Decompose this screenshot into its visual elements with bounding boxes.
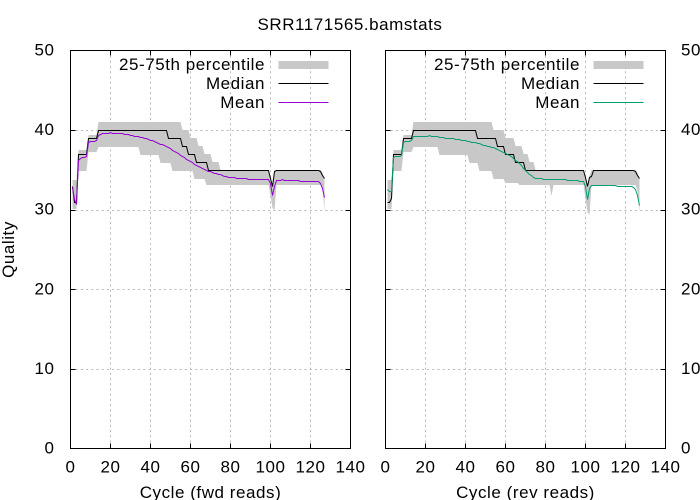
svg-text:40: 40 bbox=[34, 120, 54, 139]
svg-text:0: 0 bbox=[380, 458, 390, 477]
svg-text:Quality: Quality bbox=[0, 221, 18, 278]
svg-text:60: 60 bbox=[495, 458, 515, 477]
svg-text:50: 50 bbox=[681, 41, 700, 60]
svg-text:10: 10 bbox=[34, 359, 54, 378]
svg-text:Mean: Mean bbox=[220, 93, 265, 112]
svg-text:80: 80 bbox=[220, 458, 240, 477]
svg-text:0: 0 bbox=[681, 439, 691, 458]
svg-text:0: 0 bbox=[44, 439, 54, 458]
svg-text:20: 20 bbox=[100, 458, 120, 477]
svg-text:100: 100 bbox=[570, 458, 600, 477]
svg-text:100: 100 bbox=[255, 458, 285, 477]
svg-text:20: 20 bbox=[34, 279, 54, 298]
svg-text:0: 0 bbox=[65, 458, 75, 477]
svg-text:Cycle (rev reads): Cycle (rev reads) bbox=[456, 483, 595, 500]
svg-text:10: 10 bbox=[681, 359, 700, 378]
svg-text:50: 50 bbox=[34, 41, 54, 60]
svg-text:Median: Median bbox=[521, 74, 580, 93]
svg-text:120: 120 bbox=[610, 458, 640, 477]
svg-text:140: 140 bbox=[650, 458, 680, 477]
svg-text:40: 40 bbox=[455, 458, 475, 477]
svg-text:140: 140 bbox=[335, 458, 365, 477]
svg-text:30: 30 bbox=[34, 200, 54, 219]
svg-text:SRR1171565.bamstats: SRR1171565.bamstats bbox=[258, 15, 443, 34]
svg-text:25-75th percentile: 25-75th percentile bbox=[434, 55, 580, 74]
svg-text:40: 40 bbox=[681, 120, 700, 139]
svg-text:20: 20 bbox=[681, 279, 700, 298]
svg-text:30: 30 bbox=[681, 200, 700, 219]
svg-text:20: 20 bbox=[415, 458, 435, 477]
svg-text:Cycle (fwd reads): Cycle (fwd reads) bbox=[140, 483, 282, 500]
svg-text:80: 80 bbox=[535, 458, 555, 477]
svg-text:25-75th percentile: 25-75th percentile bbox=[119, 55, 265, 74]
svg-text:40: 40 bbox=[140, 458, 160, 477]
svg-text:60: 60 bbox=[180, 458, 200, 477]
svg-text:Mean: Mean bbox=[535, 93, 580, 112]
svg-text:Median: Median bbox=[206, 74, 265, 93]
svg-text:120: 120 bbox=[295, 458, 325, 477]
